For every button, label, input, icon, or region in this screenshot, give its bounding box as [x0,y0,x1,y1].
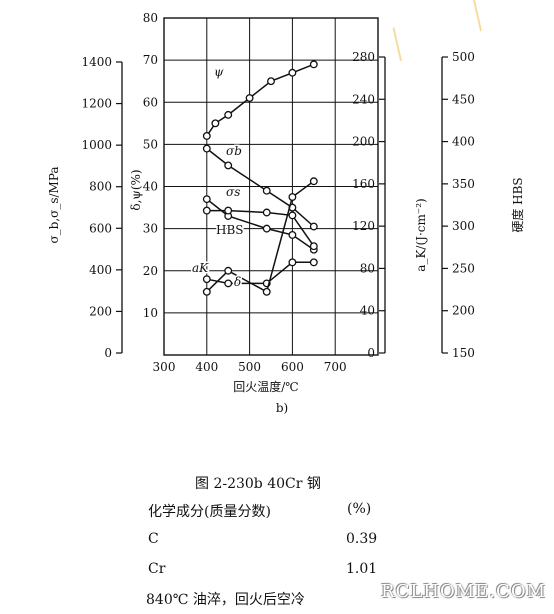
data-point-series [224,279,233,288]
data-point-series [288,258,297,267]
impact-tick-label: 200 [352,135,375,149]
data-point-HBS [309,242,318,251]
series-line-b [206,148,315,228]
axes: 300 400 500 600 7001020304050607080020040060… [47,11,525,415]
hardness-tick-label: 400 [452,135,475,149]
heat-treatment: 840℃ 油淬，回火后空冷 [146,592,305,608]
data-point-series [288,68,297,77]
data-point-aK [224,266,233,275]
series-label-series: ψ [214,65,224,79]
strength-axis-title: σ_b,σ_s/MPa [47,166,61,243]
strength-tick-label: 1200 [81,97,112,111]
composition-header: 化学成分(质量分数) [148,504,271,520]
percent-tick-label: 80 [143,11,158,25]
hardness-tick-label: 450 [452,92,475,106]
hardness-tick-label: 150 [452,346,475,360]
data-point-aK [288,193,297,201]
hardness-tick-label: 300 [452,219,475,233]
x-tick-label: 500 [238,360,261,374]
subfigure-label: b) [276,401,288,415]
element-c-value: 0.39 [346,531,378,547]
data-point-series [224,110,233,119]
data-point-s [262,224,271,233]
strength-tick-label: 400 [89,263,112,277]
strength-tick-label: 800 [89,180,112,194]
data-point-series [202,131,211,140]
strength-tick-label: 200 [89,304,112,318]
data-point-series [267,77,275,86]
series-layer [202,60,318,296]
x-tick-label: 300 [153,360,176,374]
data-point-series [211,119,220,128]
data-point-b [262,186,271,195]
impact-tick-label: 160 [352,177,375,191]
impact-tick-label: 40 [360,304,375,318]
percent-tick-label: 30 [143,222,158,236]
grid [164,18,378,355]
series-label-s: σs [226,185,240,199]
impact-axis-title: a_K/(J·cm⁻²) [414,198,428,271]
strength-tick-label: 1400 [81,55,112,69]
data-point-aK [309,177,318,186]
x-tick-label: 700 [324,360,347,374]
chart: 300 400 500 600 7001020304050607080020040060… [47,11,525,415]
labels-layer: ψ σb σs HBS δ aK [191,64,246,291]
percent-tick-label: 40 [143,180,158,194]
composition-unit: (%) [347,501,372,517]
x-tick-label: 400 [195,360,218,374]
percent-axis-title: δ,ψ(%) [129,169,143,210]
hardness-tick-label: 250 [452,261,475,275]
series-label-HBS: HBS [216,223,244,237]
data-point-HBS [288,211,297,220]
percent-tick-label: 70 [143,53,158,67]
percent-tick-label: 60 [143,95,158,109]
impact-tick-label: 80 [360,261,375,275]
x-tick-label: 600 [281,360,304,374]
percent-tick-label: 20 [143,264,158,278]
element-cr-label: Cr [148,561,166,577]
data-point-b [224,161,233,170]
figure-title: 图 2-230b 40Cr 钢 [195,476,321,492]
data-point-aK [262,287,271,296]
data-point-HBS [202,206,211,215]
strength-tick-label: 0 [104,346,112,360]
impact-tick-label: 0 [367,346,375,360]
series-label-b: σb [226,144,242,158]
data-point-series [309,60,318,69]
data-point-s [202,195,211,204]
percent-tick-label: 10 [143,306,158,320]
impact-tick-label: 240 [352,92,375,106]
data-point-HBS [224,206,233,215]
hardness-tick-label: 200 [452,304,475,318]
data-point-HBS [262,208,271,217]
hardness-tick-label: 500 [452,50,475,64]
data-point-s [288,230,297,239]
watermark-site: RCLHOME.COM [381,581,546,602]
data-point-aK [202,287,211,296]
percent-tick-label: 50 [143,137,158,151]
data-point-series [309,258,318,267]
impact-tick-label: 120 [352,219,375,233]
data-point-series [202,275,211,284]
series-line-series [206,261,314,285]
x-axis-title: 回火温度/℃ [233,379,298,394]
hardness-tick-label: 350 [452,177,475,191]
hardness-axis-title: 硬度 HBS [510,177,525,232]
series-label-aK: aK [192,261,209,275]
data-point-b [202,144,211,153]
strength-tick-label: 600 [89,221,112,235]
data-point-b [309,222,318,231]
strength-tick-label: 1000 [81,138,112,152]
series-label-series: δ [234,275,241,289]
impact-tick-label: 280 [352,50,375,64]
element-c-label: C [148,531,159,547]
element-cr-value: 1.01 [346,561,378,577]
data-point-series [245,94,254,102]
